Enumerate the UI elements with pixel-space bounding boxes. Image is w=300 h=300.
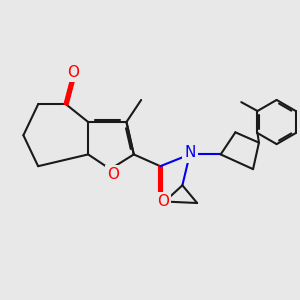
Text: O: O xyxy=(68,65,80,80)
Text: O: O xyxy=(157,194,169,209)
Text: O: O xyxy=(107,167,119,182)
Text: N: N xyxy=(184,146,195,160)
